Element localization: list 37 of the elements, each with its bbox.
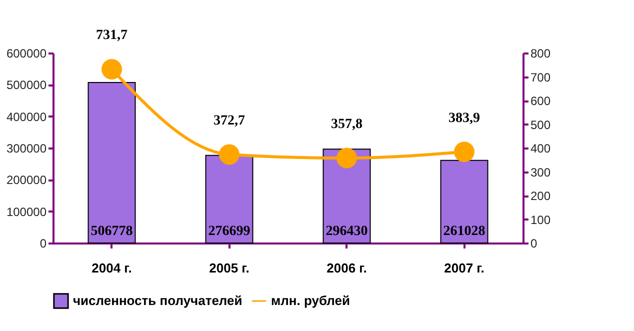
y-tick-label: 400000	[6, 110, 47, 124]
data-label: 372,7	[214, 113, 245, 128]
y-tick-label: 200000	[6, 173, 47, 188]
y2-tick-label: 0	[530, 236, 538, 250]
y2-tick-label: 200	[530, 189, 551, 203]
x-tick-label: 2005 г.	[209, 260, 250, 276]
point	[336, 148, 357, 168]
y2-tick-label: 100	[530, 212, 551, 227]
point	[102, 58, 122, 80]
bar	[205, 154, 254, 244]
data-label: 261028	[443, 224, 486, 239]
x-tick-label: 2004 г.	[92, 260, 132, 276]
y2-tick-label: 400	[530, 142, 551, 156]
legend-label: млн. рублей	[271, 293, 350, 308]
y2-tick-label: 500	[530, 118, 551, 132]
data-label: 276699	[208, 224, 250, 239]
y-tick-label: 100000	[6, 204, 47, 219]
data-label: 506778	[90, 224, 133, 239]
data-label: 357,8	[331, 117, 362, 132]
y2-tick-label: 700	[530, 70, 551, 84]
y-tick-label: 600000	[6, 46, 47, 60]
data-label: 383,9	[448, 110, 480, 126]
y2-tick-label: 300	[530, 165, 551, 180]
y2-tick-label: 600	[530, 94, 551, 108]
data-label: 296430	[326, 224, 368, 239]
point	[219, 144, 240, 165]
y2-tick-label: 800	[530, 46, 551, 60]
bar	[440, 160, 488, 244]
y-tick-label: 300000	[6, 142, 47, 156]
y-tick-label: 500000	[6, 78, 47, 92]
x-tick-label: 2007 г.	[444, 260, 484, 276]
legend-label: численность получателей	[73, 293, 242, 308]
y-tick-label: 0	[40, 236, 47, 250]
point	[454, 142, 474, 162]
bar	[88, 82, 136, 244]
data-label: 731,7	[96, 28, 128, 44]
x-tick-label: 2006 г.	[326, 260, 367, 276]
